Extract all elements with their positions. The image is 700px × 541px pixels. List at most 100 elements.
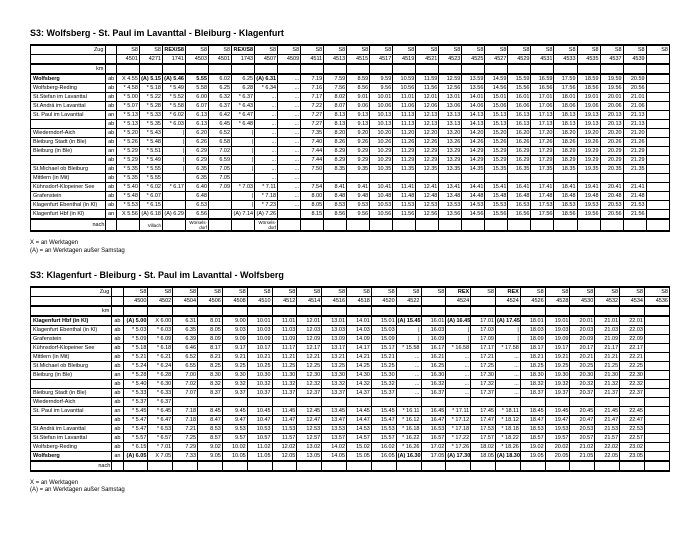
arr-dep: ab <box>106 84 116 93</box>
train-number: 4524 <box>446 296 471 306</box>
time-cell: * 17.11 <box>446 406 471 415</box>
time-cell <box>508 174 531 183</box>
time-cell: 22.17 <box>620 343 645 352</box>
nach-cell <box>508 219 531 231</box>
time-cell: * 5.03 <box>123 325 148 334</box>
arr-dep: ab <box>112 379 123 388</box>
time-cell: 20.35 <box>600 165 623 174</box>
time-cell <box>646 120 669 129</box>
time-cell: 8.48 <box>324 192 347 201</box>
nach-cell <box>595 461 620 471</box>
stop-name: St.Stefan im Lavanttal <box>31 433 112 442</box>
time-cell: * 5.58 <box>162 102 185 111</box>
time-cell <box>322 397 347 406</box>
time-cell: * 6.15 <box>139 201 162 210</box>
service-label: S8 <box>173 287 198 297</box>
time-cell: 9.06 <box>347 102 370 111</box>
time-cell: | <box>232 201 255 210</box>
nach-cell <box>278 219 301 231</box>
time-cell: 19.53 <box>577 201 600 210</box>
time-cell: (A) 6.05 <box>123 451 148 461</box>
time-cell: 10.35 <box>370 165 393 174</box>
time-cell: | <box>162 147 185 156</box>
time-cell: 10.05 <box>222 451 247 461</box>
time-cell: 6.48 <box>185 192 208 201</box>
time-cell: ... <box>278 165 301 174</box>
time-cell: 11.56 <box>416 84 439 93</box>
time-cell: 10.21 <box>247 352 272 361</box>
time-cell: | <box>446 325 471 334</box>
time-cell: 9.25 <box>222 361 247 370</box>
nach-label: nach <box>31 461 112 471</box>
time-cell: 21.05 <box>570 451 595 461</box>
time-cell: 10.29 <box>370 156 393 165</box>
time-cell: * 16.22 <box>396 433 421 442</box>
time-cell <box>646 93 669 102</box>
time-cell: X 7.05 <box>148 451 173 461</box>
service-label: S8 <box>623 45 646 55</box>
footnote: X = an Werktagen(A) = an Werktagen außer… <box>30 480 670 496</box>
time-cell: 15.56 <box>485 210 508 220</box>
time-cell: * 6.02 <box>139 183 162 192</box>
time-cell: (A) 17.30 <box>446 451 471 461</box>
time-cell: 11.29 <box>393 156 416 165</box>
time-cell: 19.20 <box>577 129 600 138</box>
time-cell: 9.26 <box>347 138 370 147</box>
time-cell: 13.01 <box>322 316 347 326</box>
nach-cell <box>301 219 324 231</box>
time-cell: * 5.43 <box>139 129 162 138</box>
time-cell: 6.37 <box>209 102 232 111</box>
time-cell <box>646 174 669 183</box>
train-number: 4504 <box>173 296 198 306</box>
train-number: 4527 <box>485 55 508 65</box>
time-cell: * 5.24 <box>123 361 148 370</box>
time-cell: 10.13 <box>370 120 393 129</box>
time-cell: 11.41 <box>393 183 416 192</box>
time-cell: | <box>162 129 185 138</box>
service-label: S8 <box>198 287 223 297</box>
time-cell: 17.03 <box>471 325 496 334</box>
train-number: 1741 <box>162 55 185 65</box>
time-cell: ... <box>278 147 301 156</box>
time-cell: 15.13 <box>485 120 508 129</box>
time-cell: 9.03 <box>222 325 247 334</box>
time-cell: 6.40 <box>185 183 208 192</box>
time-cell: * 17.22 <box>446 433 471 442</box>
stop-name: Bleiburg Stadt (in Ble) <box>31 388 112 397</box>
train-number: 4518 <box>347 296 372 306</box>
time-cell: 12.59 <box>439 74 462 84</box>
time-cell: 7.18 <box>173 415 198 424</box>
time-cell: 15.47 <box>371 415 396 424</box>
time-cell: 12.56 <box>439 84 462 93</box>
time-cell: 6.42 <box>209 111 232 120</box>
time-cell: (A) 17.45 <box>495 316 520 326</box>
time-cell: ... <box>396 388 421 397</box>
time-cell <box>462 174 485 183</box>
time-cell <box>646 111 669 120</box>
time-cell: 21.47 <box>595 415 620 424</box>
time-cell: 7.02 <box>209 147 232 156</box>
time-cell: 9.53 <box>347 201 370 210</box>
time-cell: * 5.21 <box>123 352 148 361</box>
time-cell <box>644 424 669 433</box>
time-cell: 8.53 <box>324 201 347 210</box>
time-cell: 19.05 <box>520 451 545 461</box>
time-cell: 11.59 <box>416 74 439 84</box>
arr-dep: ab <box>106 129 116 138</box>
time-cell: * 6.37 <box>232 93 255 102</box>
nach-cell <box>644 461 669 471</box>
time-cell <box>644 406 669 415</box>
time-cell: ... <box>446 379 471 388</box>
time-cell: 7.27 <box>301 120 324 129</box>
time-cell: 19.13 <box>577 111 600 120</box>
time-cell: 12.29 <box>416 147 439 156</box>
time-cell: 18.56 <box>577 84 600 93</box>
time-cell: | <box>162 138 185 147</box>
time-cell: * 5.35 <box>116 174 139 183</box>
time-cell: 8.20 <box>324 129 347 138</box>
time-cell: 12.53 <box>416 201 439 210</box>
stop-name: Klagenfurt Ebenthal (in Kl) <box>31 325 112 334</box>
nach-cell <box>495 461 520 471</box>
time-cell: 12.20 <box>416 129 439 138</box>
time-cell: 13.05 <box>297 451 322 461</box>
